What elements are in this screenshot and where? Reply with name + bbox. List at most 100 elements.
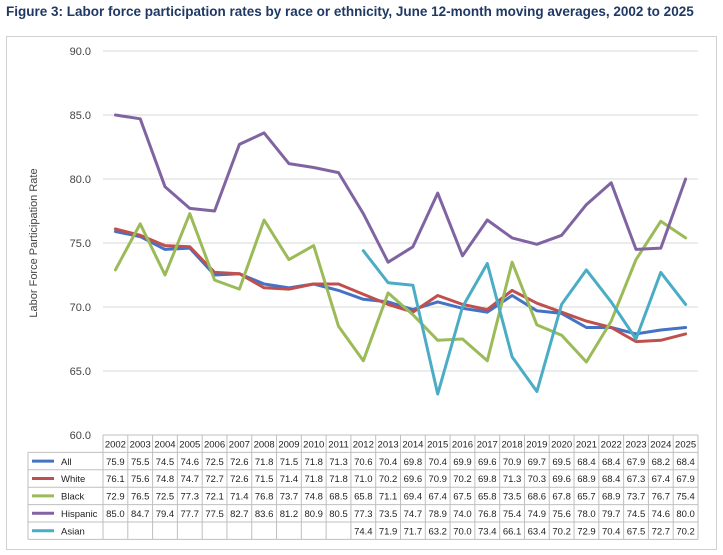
data-label: 72.9	[106, 492, 125, 503]
x-tick-label: 2022	[601, 439, 622, 450]
data-label: 79.4	[156, 509, 175, 520]
data-label: 69.8	[478, 474, 497, 485]
data-label: 71.4	[280, 474, 299, 485]
x-tick-label: 2008	[254, 439, 275, 450]
x-tick-label: 2007	[229, 439, 250, 450]
data-label: 65.8	[354, 492, 373, 503]
x-tick-label: 2020	[551, 439, 572, 450]
data-label: 71.8	[255, 457, 274, 468]
y-tick-label: 80.0	[70, 174, 91, 186]
series-lines	[113, 113, 688, 396]
x-tick-label: 2025	[675, 439, 696, 450]
data-label: 72.7	[652, 526, 671, 537]
data-label: 76.7	[652, 492, 671, 503]
y-tick-label: 85.0	[70, 110, 91, 122]
data-label: 76.8	[255, 492, 274, 503]
data-label: 71.3	[503, 474, 522, 485]
series-line	[113, 113, 688, 264]
data-label: 71.3	[329, 457, 348, 468]
data-label: 72.6	[230, 474, 249, 485]
data-label: 71.1	[379, 492, 398, 503]
data-label: 69.4	[404, 492, 423, 503]
data-label: 72.9	[577, 526, 596, 537]
data-label: 70.2	[552, 526, 571, 537]
data-label: 73.5	[503, 492, 522, 503]
y-tick-label: 70.0	[70, 302, 91, 314]
data-label: 72.1	[205, 492, 224, 503]
legend-entry: White	[61, 474, 85, 485]
data-label: 70.4	[428, 457, 447, 468]
data-label: 72.7	[205, 474, 224, 485]
y-tick-label: 60.0	[70, 430, 91, 442]
series-line	[113, 212, 688, 364]
data-label: 68.4	[676, 457, 695, 468]
data-label: 63.2	[428, 526, 447, 537]
data-label: 65.7	[577, 492, 596, 503]
data-label: 70.9	[428, 474, 447, 485]
data-label: 71.8	[304, 474, 323, 485]
data-label: 73.7	[280, 492, 299, 503]
data-label: 75.6	[552, 509, 571, 520]
legend-entry: Asian	[61, 526, 85, 537]
y-axis-ticks: 60.0 65.0 70.0 75.0 80.0 85.0 90.0	[70, 46, 91, 442]
figure-title: Figure 3: Labor force participation rate…	[6, 4, 694, 19]
data-label: 68.5	[329, 492, 348, 503]
data-label: 75.4	[503, 509, 522, 520]
data-label: 75.4	[676, 492, 695, 503]
data-label: 70.3	[528, 474, 547, 485]
data-label: 68.9	[602, 492, 621, 503]
data-label: 80.5	[329, 509, 348, 520]
data-label: 70.2	[379, 474, 398, 485]
data-label: 78.9	[428, 509, 447, 520]
data-label: 67.9	[627, 457, 646, 468]
data-label: 77.3	[181, 492, 200, 503]
data-label: 72.5	[205, 457, 224, 468]
data-label: 63.4	[528, 526, 547, 537]
x-tick-label: 2019	[526, 439, 547, 450]
data-label: 65.8	[478, 492, 497, 503]
data-label: 74.7	[404, 509, 423, 520]
data-label: 75.6	[131, 474, 150, 485]
data-label: 69.6	[552, 474, 571, 485]
data-label: 67.8	[552, 492, 571, 503]
data-label: 70.6	[354, 457, 373, 468]
data-label: 76.5	[131, 492, 150, 503]
data-label: 76.8	[478, 509, 497, 520]
data-label: 71.5	[280, 457, 299, 468]
x-tick-label: 2004	[154, 439, 175, 450]
data-label: 74.5	[156, 457, 175, 468]
data-label: 69.8	[404, 457, 423, 468]
data-label: 81.2	[280, 509, 299, 520]
data-label: 74.8	[156, 474, 175, 485]
x-tick-label: 2014	[402, 439, 423, 450]
data-label: 70.9	[503, 457, 522, 468]
x-tick-label: 2002	[105, 439, 126, 450]
y-tick-label: 90.0	[70, 46, 91, 58]
x-tick-label: 2005	[179, 439, 200, 450]
y-axis-label: Labor Force Participation Rate	[28, 168, 40, 317]
x-tick-label: 2021	[576, 439, 597, 450]
data-label: 67.3	[627, 474, 646, 485]
data-label: 68.4	[602, 457, 621, 468]
data-label: 75.9	[106, 457, 125, 468]
x-tick-label: 2016	[452, 439, 473, 450]
data-label: 68.2	[652, 457, 671, 468]
data-label: 79.7	[602, 509, 621, 520]
data-label: 71.0	[354, 474, 373, 485]
x-tick-label: 2011	[328, 439, 348, 450]
y-tick-label: 65.0	[70, 366, 91, 378]
data-label: 74.4	[354, 526, 373, 537]
data-label: 70.4	[602, 526, 621, 537]
data-label: 72.5	[156, 492, 175, 503]
data-label: 69.9	[453, 457, 472, 468]
data-label: 77.7	[181, 509, 200, 520]
legend-entry: Black	[61, 492, 84, 503]
data-label: 82.7	[230, 509, 249, 520]
data-label: 83.6	[255, 509, 274, 520]
data-label: 71.8	[304, 457, 323, 468]
legend-entry: All	[61, 457, 72, 468]
data-label: 80.9	[304, 509, 323, 520]
data-label: 71.8	[329, 474, 348, 485]
x-tick-label: 2003	[130, 439, 151, 450]
x-tick-label: 2017	[477, 439, 498, 450]
